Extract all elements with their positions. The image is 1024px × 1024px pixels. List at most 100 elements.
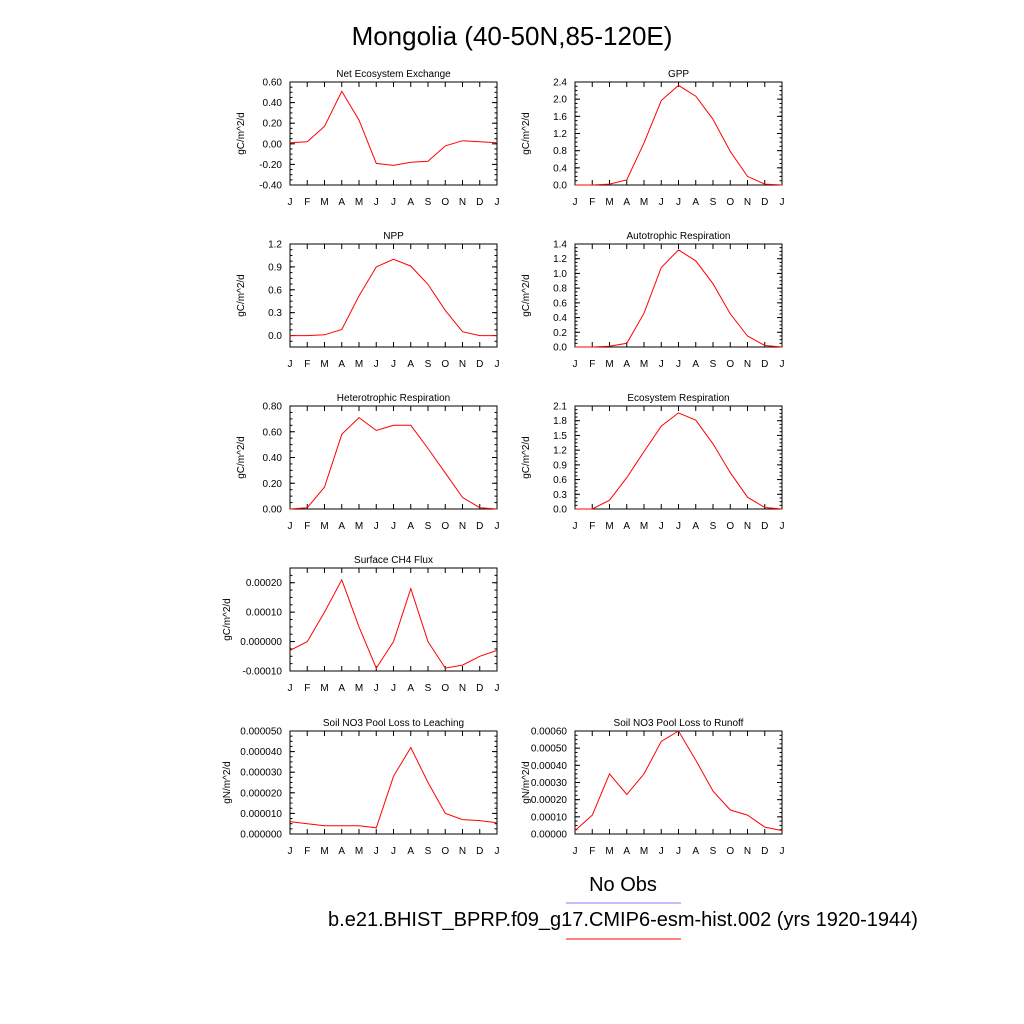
y-tick-label: -0.00010 [243,667,283,678]
y-tick-label: 0.00030 [531,778,568,789]
y-tick-label: 0.00010 [531,812,568,823]
x-tick-label: M [640,359,648,370]
x-tick-label: A [338,521,345,532]
x-tick-label: M [640,521,648,532]
x-tick-label: D [761,521,768,532]
y-tick-label: 0.9 [268,262,282,273]
x-tick-label: J [495,197,500,208]
x-tick-label: N [744,846,751,857]
x-tick-label: O [441,683,449,694]
series-line [575,412,783,510]
y-tick-label: 0.00 [263,139,283,150]
x-tick-label: A [407,846,414,857]
panel-hr: Heterotrophic Respiration gC/m^2/d 0.00 0.2… [236,393,500,532]
panel-title: Soil NO3 Pool Loss to Leaching [323,718,464,729]
y-tick-label: -0.20 [259,160,282,171]
y-tick-label: 2.1 [553,402,567,413]
y-tick-label: -0.40 [259,181,282,192]
y-tick-label: 1.2 [553,254,567,265]
x-tick-label: J [573,846,578,857]
x-tick-label: O [726,359,734,370]
x-tick-label: M [640,197,648,208]
legend-model-label: b.e21.BHIST_BPRP.f09_g17.CMIP6-esm-hist.… [328,909,918,931]
x-tick-label: M [605,359,613,370]
x-tick-label: J [495,846,500,857]
panel-title: Surface CH4 Flux [354,555,433,566]
x-tick-label: J [374,197,379,208]
y-tick-label: 0.8 [553,284,567,295]
panel-title: Autotrophic Respiration [627,231,731,242]
y-axis-label: gC/m^2/d [236,112,247,155]
y-tick-label: 0.8 [553,146,567,157]
x-tick-label: A [623,846,630,857]
y-tick-label: 0.9 [553,460,567,471]
x-tick-label: A [407,683,414,694]
series-line [289,416,498,510]
series-line [290,258,497,337]
x-tick-label: D [761,359,768,370]
x-tick-label: N [459,521,466,532]
x-tick-label: S [425,683,432,694]
y-axis-label: gN/m^2/d [521,761,532,804]
y-tick-label: 1.2 [268,240,282,251]
x-tick-label: A [407,197,414,208]
x-tick-label: M [355,197,363,208]
x-tick-label: M [605,521,613,532]
x-tick-label: A [623,521,630,532]
x-tick-label: J [676,359,681,370]
panel-title: Ecosystem Respiration [627,393,729,404]
x-tick-label: A [692,521,699,532]
y-tick-label: 0.00020 [246,578,283,589]
x-tick-label: S [710,359,717,370]
y-tick-label: 2.0 [553,95,567,106]
x-tick-label: A [692,359,699,370]
y-tick-label: 0.3 [553,490,567,501]
x-tick-label: J [659,197,664,208]
y-tick-label: 0.00020 [531,795,568,806]
x-tick-label: F [304,359,310,370]
x-tick-label: F [589,197,595,208]
x-tick-label: A [623,197,630,208]
series-line [289,578,498,670]
y-axis-label: gC/m^2/d [521,112,532,155]
y-tick-label: 0.000050 [240,727,282,738]
y-tick-label: 0.20 [263,119,283,130]
plot-frame [289,730,498,835]
x-tick-label: O [441,359,449,370]
x-tick-label: D [476,846,483,857]
x-tick-label: J [573,521,578,532]
panel-nee: Net Ecosystem Exchange gC/m^2/d -0.40 -0.20… [236,69,500,208]
panel-title: Net Ecosystem Exchange [336,69,451,80]
y-tick-label: 0.000030 [240,768,282,779]
x-tick-label: D [476,521,483,532]
y-tick-label: 1.6 [553,112,567,123]
x-tick-label: M [640,846,648,857]
y-tick-label: 1.4 [553,240,567,251]
panel-ar: Autotrophic Respiration gC/m^2/d 0.0 0.2 0.4… [521,231,785,370]
x-tick-label: O [726,846,734,857]
x-tick-label: O [726,197,734,208]
y-tick-label: 1.5 [553,431,567,442]
x-tick-label: N [744,521,751,532]
x-tick-label: N [459,359,466,370]
y-axis-label: gC/m^2/d [236,436,247,479]
x-tick-label: M [355,846,363,857]
y-tick-label: 1.2 [553,446,567,457]
y-tick-label: 0.00060 [531,727,568,738]
x-tick-label: A [692,197,699,208]
x-tick-label: J [659,846,664,857]
y-tick-label: 0.40 [263,453,283,464]
x-tick-label: J [573,197,578,208]
x-tick-label: F [304,846,310,857]
y-axis-label: gC/m^2/d [521,436,532,479]
x-tick-label: M [355,683,363,694]
x-tick-label: J [374,683,379,694]
x-tick-label: S [710,521,717,532]
series-line [575,249,783,348]
x-tick-label: J [288,683,293,694]
y-tick-label: 0.3 [268,308,282,319]
x-tick-label: J [573,359,578,370]
y-tick-label: 1.2 [553,129,567,140]
